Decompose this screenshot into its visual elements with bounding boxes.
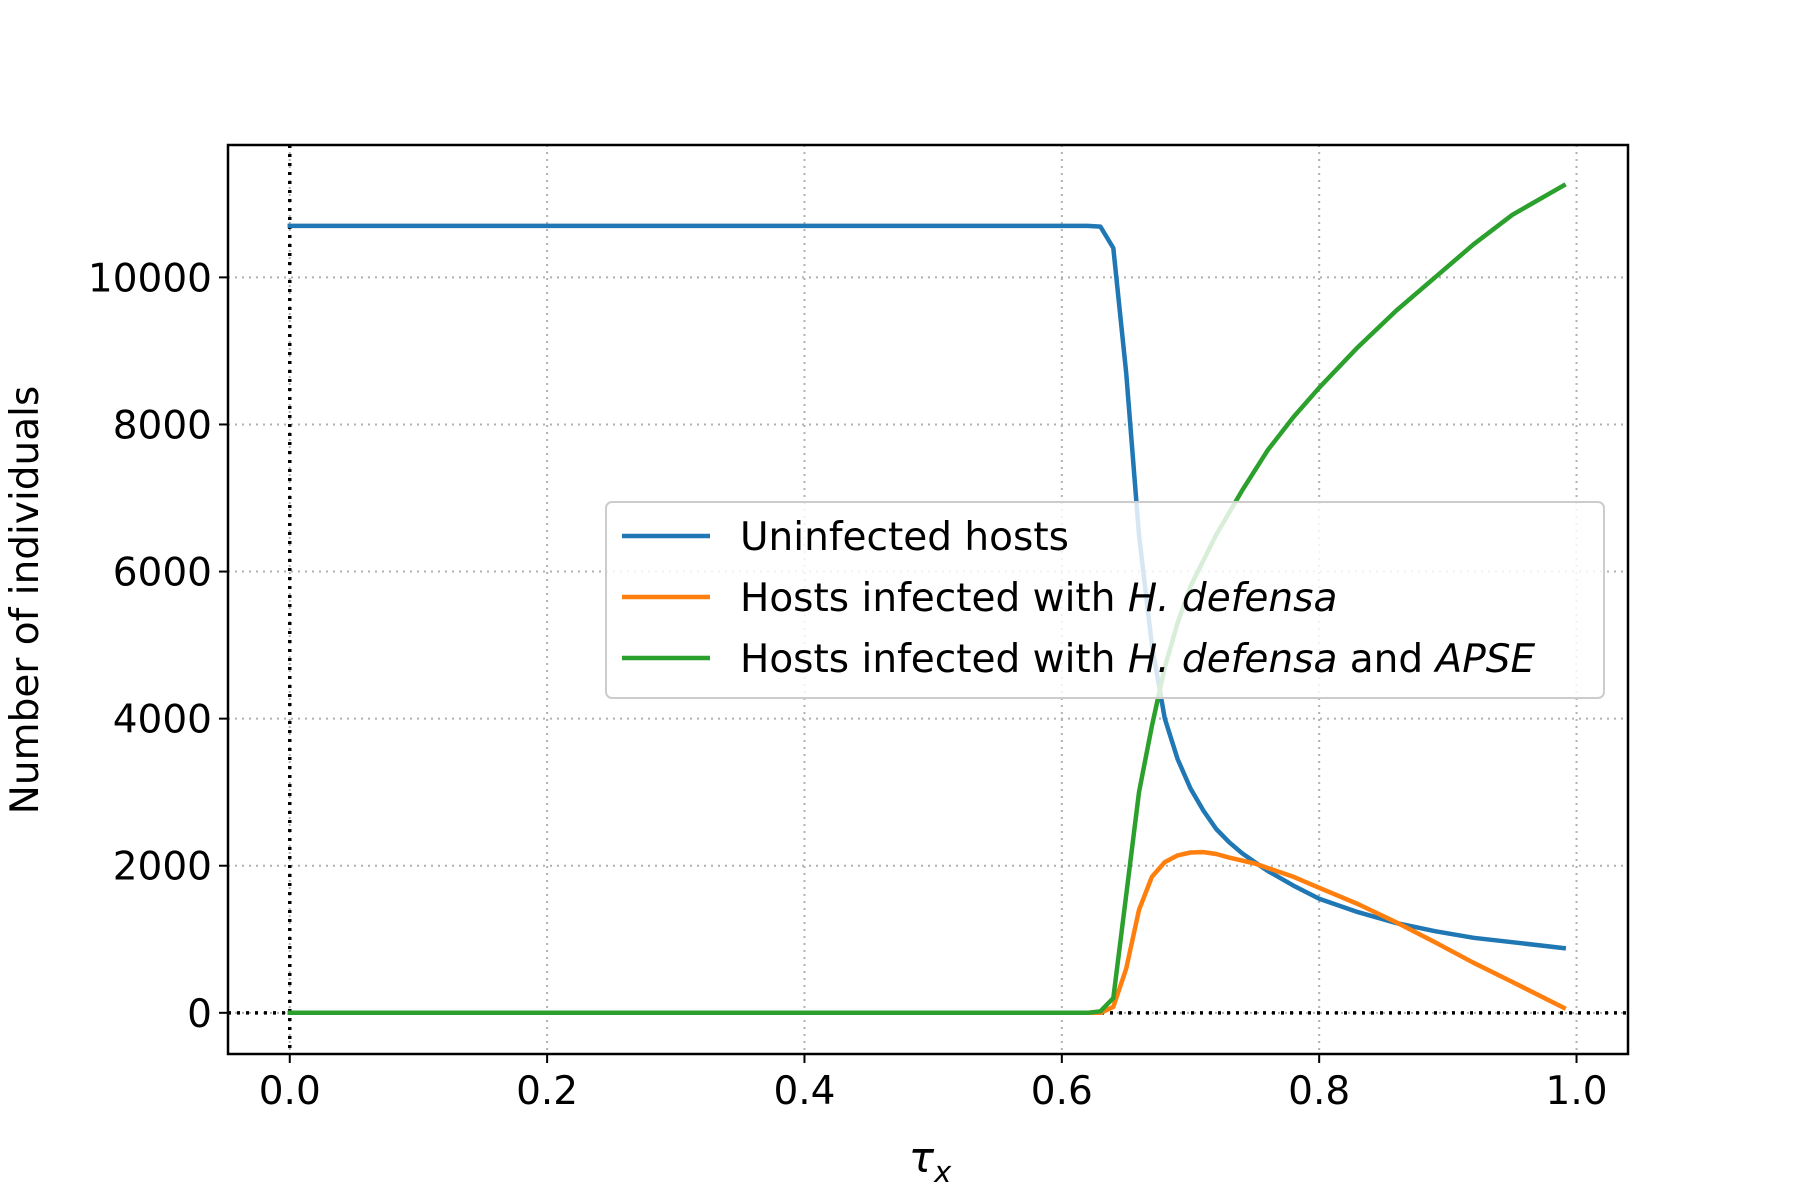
legend-label-1: Hosts infected with H. defensa xyxy=(740,576,1337,621)
x-tick-label: 0.0 xyxy=(259,1069,321,1114)
y-axis-label: Number of individuals xyxy=(3,386,48,815)
y-tick-label: 0 xyxy=(187,992,212,1037)
legend-box xyxy=(605,501,1605,699)
legend-label-2: Hosts infected with H. defensa and APSE xyxy=(740,637,1535,682)
y-tick-label: 4000 xyxy=(113,698,212,743)
x-axis-label-subscript: x xyxy=(933,1155,952,1189)
axis-ticks: 0.0 0.2 0.4 0.6 0.8 1.0 0 2000 4000 6000 8000 10000 xyxy=(88,256,1608,1114)
y-tick-label: 6000 xyxy=(113,551,212,596)
legend-label-0: Uninfected hosts xyxy=(740,515,1069,560)
x-tick-label: 0.4 xyxy=(773,1069,835,1114)
series-line-0 xyxy=(287,223,1567,951)
x-axis-label: τx xyxy=(909,1133,952,1189)
reference-lines xyxy=(228,145,1628,1054)
x-tick-label: 0.2 xyxy=(516,1069,578,1114)
x-tick-label: 1.0 xyxy=(1546,1069,1608,1114)
x-tick-label: 0.6 xyxy=(1031,1069,1093,1114)
y-tick-label: 8000 xyxy=(113,403,212,448)
x-axis-label-symbol: τ xyxy=(909,1133,935,1182)
y-tick-label: 10000 xyxy=(88,256,212,301)
y-tick-label: 2000 xyxy=(113,845,212,890)
x-tick-label: 0.8 xyxy=(1288,1069,1350,1114)
axes-frame xyxy=(226,143,1630,1056)
legend: Uninfected hosts Hosts infected with H. d… xyxy=(605,501,1605,699)
